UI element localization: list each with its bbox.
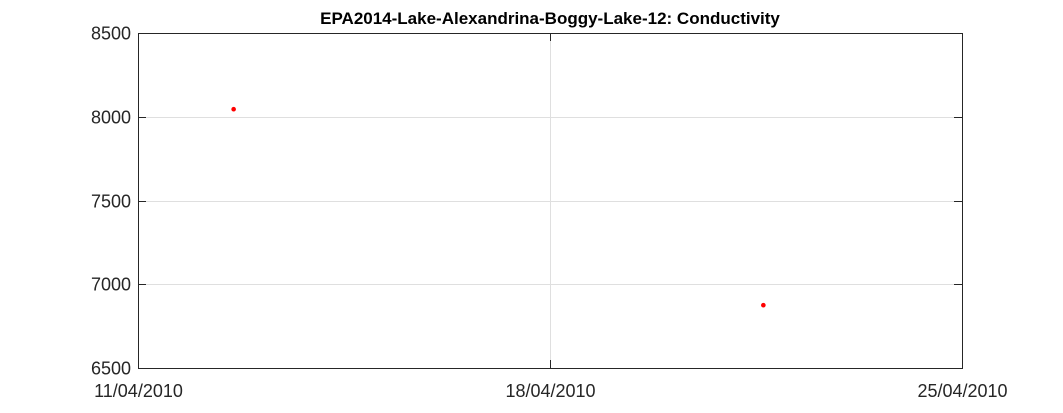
x-tick-label: 18/04/2010: [505, 381, 595, 401]
x-tick-label: 11/04/2010: [94, 381, 183, 401]
y-tick-label: 7500: [91, 192, 131, 212]
data-point: [231, 106, 236, 112]
y-tick-label: 7000: [91, 275, 131, 295]
y-tick-label: 8500: [91, 24, 131, 44]
chart-title: EPA2014-Lake-Alexandrina-Boggy-Lake-12: …: [320, 9, 780, 28]
x-tick-label: 25/04/2010: [917, 381, 1007, 401]
data-points: [231, 106, 766, 308]
y-tick-label: 8000: [91, 108, 131, 128]
tick-labels: 6500 7000 7500 8000 8500 11/04/2010 18/04/2010…: [91, 24, 1008, 402]
data-point: [761, 302, 766, 308]
y-tick-label: 6500: [91, 359, 131, 379]
tick-marks: [138, 33, 963, 369]
